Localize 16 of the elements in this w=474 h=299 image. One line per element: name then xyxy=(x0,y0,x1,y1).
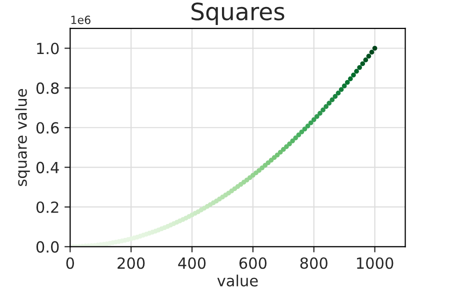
y-tick-label: 0.0 xyxy=(36,241,59,253)
y-axis-title: square value xyxy=(15,89,30,186)
x-tick-label: 200 xyxy=(118,257,145,269)
y-tick-label: 0.2 xyxy=(36,201,58,214)
x-tick-label: 600 xyxy=(239,257,267,269)
x-tick-label: 0 xyxy=(66,257,74,269)
text: 1e6 xyxy=(71,16,90,24)
x-tick-label: 1000 xyxy=(357,257,394,269)
y-tick-label: 1.0 xyxy=(37,42,59,54)
y-tick-label: 0.6 xyxy=(36,122,59,134)
y-tick-label: 0.8 xyxy=(36,82,59,94)
x-axis-title: value xyxy=(217,274,258,286)
chart-title: Squares xyxy=(192,2,284,25)
y-tick-label: 0.4 xyxy=(36,162,59,174)
x-tick-label: 800 xyxy=(300,257,328,269)
x-tick-label: 400 xyxy=(178,257,206,269)
